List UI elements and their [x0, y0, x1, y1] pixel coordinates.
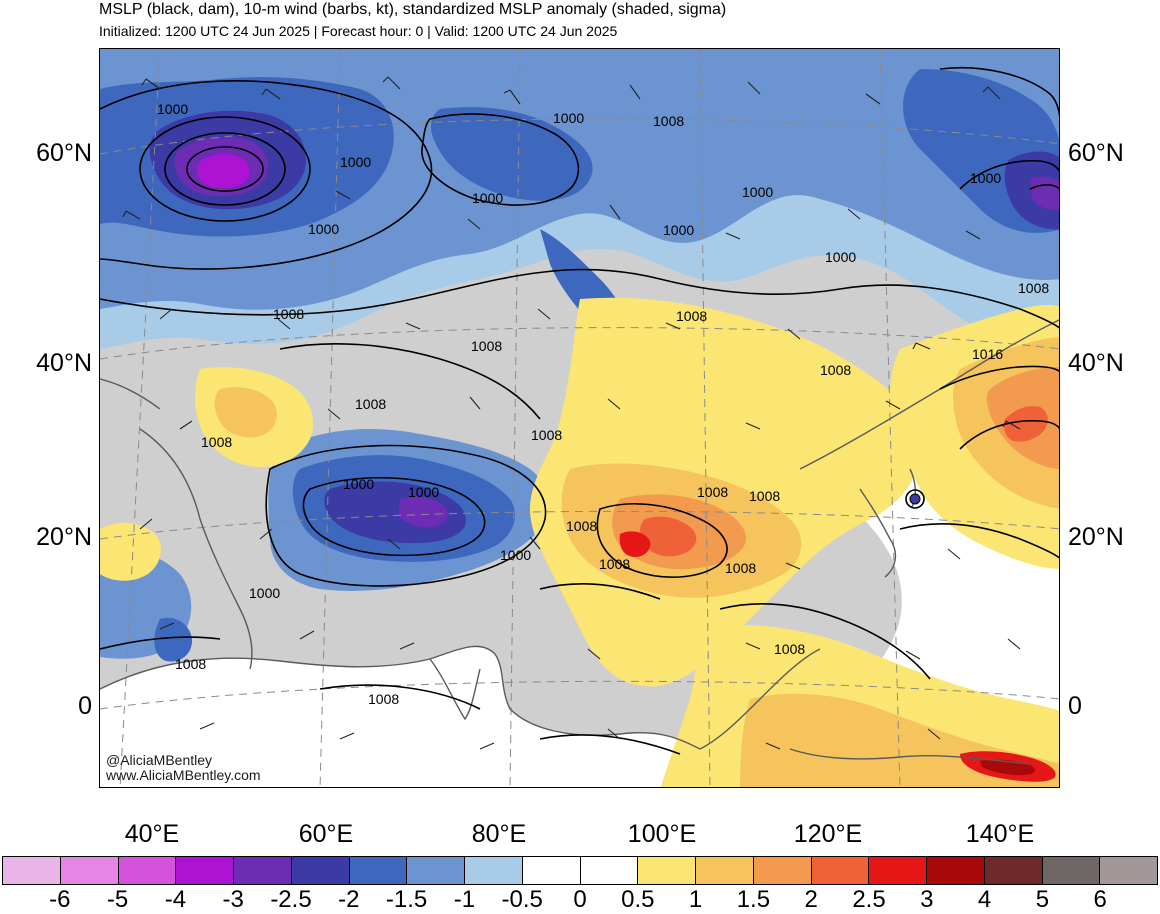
lat-label-left: 0: [78, 692, 92, 720]
colorbar-tick-label: 6: [1093, 886, 1107, 913]
colorbar-tick-label: -6: [49, 886, 71, 913]
indian-ocean: [100, 646, 700, 787]
contour-label: 1008: [368, 691, 399, 707]
map-panel: 1000 1000 1000 1000 1008 1000 1000 1000 …: [99, 48, 1060, 788]
colorbar-swatch: [869, 857, 927, 884]
colorbar-swatch: [3, 857, 61, 884]
contour-label: 1008: [749, 488, 780, 504]
contour-label: 1000: [308, 221, 339, 237]
contour-label: 1000: [553, 110, 584, 126]
colorbar-tick-label: -2: [338, 886, 360, 913]
lat-label-right: 20°N: [1068, 523, 1124, 551]
contour-label: 1008: [1018, 280, 1049, 296]
contour-label: 1000: [500, 547, 531, 563]
colorbar-tick-label: 4: [977, 886, 992, 913]
colorbar-tick-label: -5: [106, 886, 129, 913]
contour-label: 1008: [697, 484, 728, 500]
contour-label: 1000: [970, 170, 1001, 186]
credit-site: www.AliciaMBentley.com: [106, 767, 261, 783]
contour-label: 1000: [340, 154, 371, 170]
lon-label: 40°E: [124, 820, 180, 848]
contour-label: 1008: [676, 308, 707, 324]
lat-label-left: 40°N: [36, 349, 92, 377]
contour-label: 1008: [175, 656, 206, 672]
lat-label-right: 0: [1068, 692, 1082, 720]
colorbar-swatch: [1100, 857, 1157, 884]
colorbar-swatch: [349, 857, 408, 884]
colorbar-swatch: [638, 857, 696, 884]
colorbar-tick-label: 1: [688, 886, 703, 913]
lat-label-right: 60°N: [1068, 139, 1124, 167]
colorbar-tick-label: 1.5: [736, 886, 771, 913]
map-canvas: 1000 1000 1000 1000 1008 1000 1000 1000 …: [100, 49, 1059, 787]
credit-handle: @AliciaMBentley: [106, 752, 213, 768]
contour-label: 1008: [355, 396, 386, 412]
contour-label: 1000: [157, 101, 188, 117]
coastlines: [100, 319, 1059, 765]
contour-label: 1000: [825, 249, 856, 265]
colorbar-swatch: [522, 857, 581, 884]
contour-label: 1008: [273, 306, 304, 322]
contour-labels: 1000 1000 1000 1000 1008 1000 1000 1000 …: [157, 101, 1049, 707]
contour-label: 1008: [531, 427, 562, 443]
contour-label: 1000: [663, 222, 694, 238]
lon-label: 120°E: [793, 820, 863, 848]
contour-label: 1000: [249, 585, 280, 601]
lon-label: 80°E: [471, 820, 527, 848]
contour-label: 1008: [774, 641, 805, 657]
contour-label: 1008: [201, 434, 232, 450]
lon-label: 60°E: [298, 820, 354, 848]
colorbar-swatch: [176, 857, 234, 884]
colorbar-tick-label: 3: [920, 886, 934, 913]
colorbar-tick-label: -1.5: [385, 886, 428, 913]
colorbar-swatch: [580, 857, 639, 884]
chart-subtitle: Initialized: 1200 UTC 24 Jun 2025 | Fore…: [99, 23, 618, 39]
contour-label: 1008: [820, 362, 851, 378]
colorbar-swatch: [234, 857, 292, 884]
lat-label-left: 20°N: [36, 523, 92, 551]
colorbar-tick-label: -0.5: [501, 886, 543, 913]
mslp-contours: [100, 66, 1059, 755]
contour-label: 1008: [471, 338, 502, 354]
contour-label: 1008: [653, 113, 684, 129]
typhoon-low-marker: [909, 493, 921, 505]
colorbar-tick-label: -3: [222, 886, 244, 913]
contour-label: 1016: [972, 346, 1003, 362]
colorbar-swatch: [1042, 857, 1101, 884]
colorbar-tick-label: 2: [804, 886, 818, 913]
lat-label-left: 60°N: [36, 139, 92, 167]
colorbar-tick-label: 5: [1035, 886, 1050, 913]
colorbar-swatch: [60, 857, 119, 884]
colorbar-swatch: [696, 857, 754, 884]
colorbar-tick-label: 2.5: [852, 886, 886, 913]
colorbar-tick-label: -2.5: [270, 886, 312, 913]
contour-label: 1008: [566, 518, 597, 534]
contour-label: 1000: [343, 476, 374, 492]
colorbar-swatch: [927, 857, 985, 884]
contour-label: 1000: [408, 484, 439, 500]
wind-barbs: [122, 76, 1021, 750]
contour-label: 1008: [725, 560, 756, 576]
lat-label-right: 40°N: [1068, 349, 1124, 377]
colorbar-swatch: [407, 857, 465, 884]
colorbar-tick-label: 0: [573, 886, 587, 913]
lon-label: 100°E: [627, 820, 697, 848]
colorbar-tick-label: 0.5: [621, 886, 655, 913]
chart-title: MSLP (black, dam), 10-m wind (barbs, kt)…: [99, 1, 727, 18]
colorbar-swatch: [291, 857, 350, 884]
colorbar-swatch: [465, 857, 523, 884]
contour-label: 1008: [599, 556, 630, 572]
colorbar-swatch: [118, 857, 177, 884]
contour-label: 1000: [472, 190, 503, 206]
colorbar-swatch: [753, 857, 812, 884]
colorbar-tick-label: -4: [164, 886, 187, 913]
contour-label: 1000: [742, 184, 773, 200]
colorbar-swatch: [811, 857, 870, 884]
colorbar: [2, 856, 1158, 885]
lon-label: 140°E: [965, 820, 1035, 848]
colorbar-tick-label: -1: [453, 886, 476, 913]
colorbar-swatch: [984, 857, 1043, 884]
